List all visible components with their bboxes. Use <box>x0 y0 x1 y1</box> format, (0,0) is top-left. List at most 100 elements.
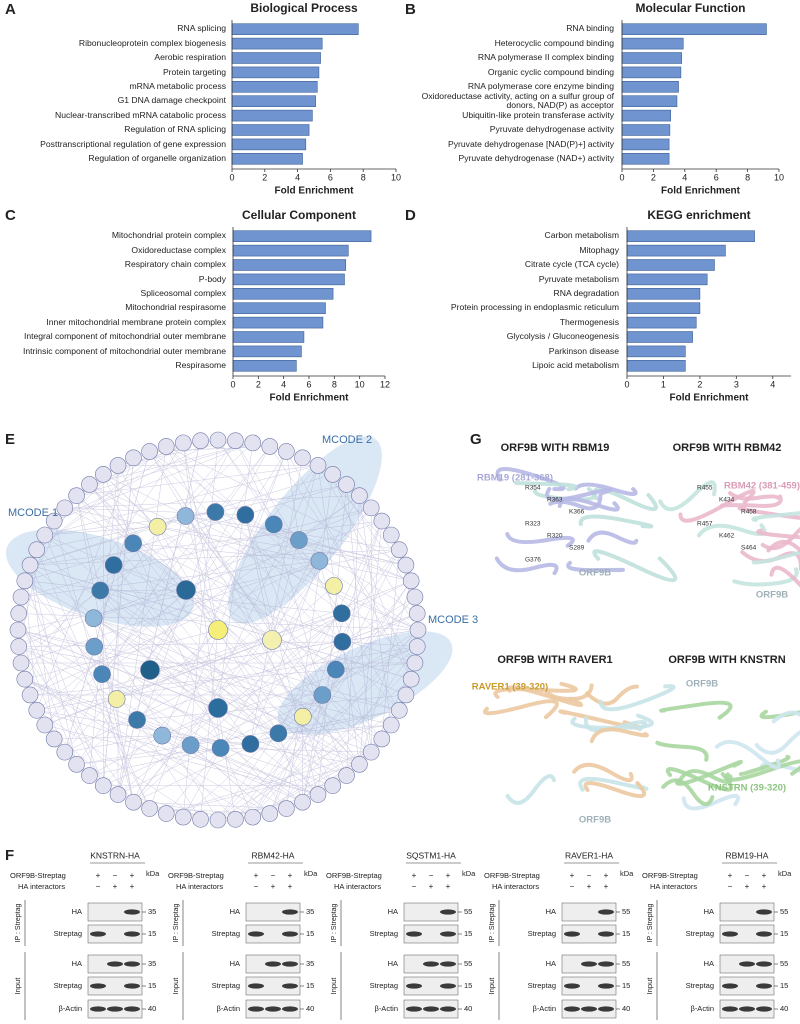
marker-label: 15 <box>780 981 788 990</box>
bar <box>621 138 670 151</box>
node <box>107 690 126 708</box>
marker-label: 15 <box>622 981 630 990</box>
ribbon <box>766 539 800 554</box>
edge <box>64 495 360 509</box>
category-label: Lipoic acid metabolism <box>532 360 619 371</box>
lane-sign: + <box>412 871 417 880</box>
panel-letter: B <box>405 1 416 18</box>
edge <box>235 440 400 711</box>
category-label: Protein targeting <box>162 66 226 77</box>
kda-label: kDa <box>462 869 476 878</box>
node <box>382 526 400 544</box>
node <box>176 580 196 600</box>
edge <box>133 613 342 803</box>
edge <box>269 520 383 814</box>
ribbon <box>769 565 800 588</box>
row-header: HA interactors <box>650 882 697 891</box>
node <box>333 632 352 651</box>
bar <box>621 124 671 136</box>
edges <box>17 439 419 821</box>
edge <box>332 474 412 680</box>
edge <box>29 646 95 696</box>
edge <box>149 669 219 709</box>
node <box>109 457 127 474</box>
edge <box>18 613 77 765</box>
band <box>598 983 614 989</box>
edge <box>103 474 158 527</box>
edge <box>76 495 134 803</box>
edge <box>183 439 219 818</box>
marker-label: 40 <box>622 1004 630 1013</box>
lane-sign: + <box>762 882 767 891</box>
ribbon <box>760 761 800 773</box>
node <box>309 786 327 803</box>
row-label: Streptag <box>370 929 398 938</box>
lane-sign: − <box>587 871 592 880</box>
node <box>310 552 329 570</box>
node <box>28 541 46 559</box>
bar <box>621 153 670 165</box>
node <box>153 726 172 745</box>
node <box>362 499 380 517</box>
band <box>756 1006 772 1012</box>
band <box>282 961 298 967</box>
node <box>125 449 142 467</box>
edge <box>36 524 274 711</box>
edge <box>103 646 418 786</box>
ip-label: IP : Streptag <box>173 904 180 943</box>
band <box>440 983 456 989</box>
band <box>282 909 298 915</box>
edge <box>183 495 360 818</box>
category-label: RNA degradation <box>553 288 619 299</box>
node <box>206 503 225 521</box>
node <box>402 572 420 590</box>
row-header: ORF9B-Streptag <box>326 871 382 880</box>
bar <box>231 52 321 64</box>
edge <box>20 507 372 598</box>
edge <box>113 564 251 745</box>
band <box>756 983 772 989</box>
edge <box>286 451 300 541</box>
edge <box>44 724 319 795</box>
category-label: Glycolysis / Gluconeogenesis <box>506 331 619 342</box>
bar <box>231 124 310 136</box>
edge <box>113 564 416 664</box>
node <box>408 605 426 622</box>
x-axis-label: Fold Enrichment <box>661 186 741 197</box>
band <box>564 931 580 937</box>
node <box>382 716 400 734</box>
edge <box>252 716 304 818</box>
bar <box>621 81 679 93</box>
kda-label: kDa <box>304 869 318 878</box>
marker-label: 40 <box>780 1004 788 1013</box>
marker-label: 40 <box>148 1004 156 1013</box>
category-label: Oxidoreductase complex <box>131 244 226 255</box>
node <box>244 434 262 452</box>
node <box>148 517 167 536</box>
bar <box>621 95 678 107</box>
lane-sign: − <box>113 871 118 880</box>
node <box>294 449 311 467</box>
edge <box>133 507 372 803</box>
node <box>309 457 327 474</box>
edge <box>76 764 119 795</box>
edge <box>116 698 303 803</box>
edge <box>17 549 400 631</box>
node <box>56 499 74 517</box>
band <box>248 1006 264 1012</box>
node <box>408 638 426 655</box>
edge <box>103 457 134 786</box>
edge <box>298 539 406 566</box>
row-header: HA interactors <box>18 882 65 891</box>
node <box>313 686 332 704</box>
residue-label: R457 <box>697 521 713 528</box>
edge <box>64 507 412 582</box>
row-label: Streptag <box>212 981 240 990</box>
band <box>581 1006 597 1012</box>
x-tick-label: 10 <box>355 379 365 389</box>
node <box>236 506 255 524</box>
edge <box>101 446 270 675</box>
row-label: Streptag <box>212 929 240 938</box>
band <box>440 1006 456 1012</box>
